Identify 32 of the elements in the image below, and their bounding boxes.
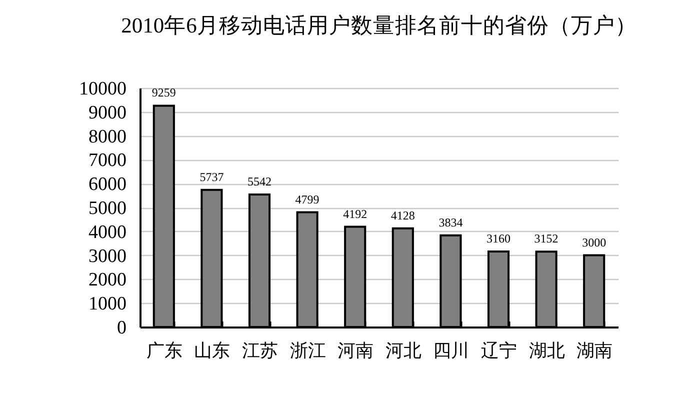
- x-tick-label: 辽宁: [481, 340, 517, 360]
- y-tick-label: 8000: [88, 126, 126, 148]
- x-tick-label: 河北: [385, 340, 422, 360]
- y-tick-label: 2000: [88, 270, 126, 291]
- y-tick-label: 5000: [88, 198, 126, 219]
- data-label: 3152: [534, 232, 558, 246]
- y-tick-label: 0: [117, 318, 126, 338]
- x-tick-label: 湖南: [576, 340, 613, 360]
- y-tick-label: 9000: [88, 102, 126, 124]
- data-label: 5542: [248, 174, 272, 189]
- y-tick-label: 4000: [88, 222, 126, 243]
- x-tick-label: 广东: [146, 340, 182, 360]
- data-label: 5737: [200, 170, 224, 184]
- y-tick-label: 1000: [88, 294, 126, 315]
- chart-title: 2010年6月移动电话用户数量排名前十的省份（万户）: [121, 14, 637, 38]
- data-label: 9259: [152, 86, 176, 100]
- y-tick-label: 6000: [88, 174, 126, 196]
- x-tick-label: 浙江: [290, 340, 326, 360]
- data-label: 4192: [343, 206, 368, 221]
- x-tick-label: 河南: [338, 340, 374, 360]
- x-tick-label: 山东: [194, 340, 230, 360]
- x-tick-label: 江苏: [242, 340, 278, 360]
- x-tick-label: 四川: [433, 340, 470, 360]
- y-tick-label: 10000: [79, 78, 126, 100]
- y-tick-label: 3000: [88, 246, 126, 267]
- data-label: 4128: [390, 208, 415, 222]
- data-label: 3160: [486, 231, 510, 246]
- data-label: 3834: [438, 215, 463, 230]
- x-tick-label: 湖北: [528, 340, 565, 360]
- y-tick-label: 7000: [88, 150, 126, 172]
- data-label: 3000: [582, 235, 606, 250]
- data-label: 4799: [295, 192, 320, 206]
